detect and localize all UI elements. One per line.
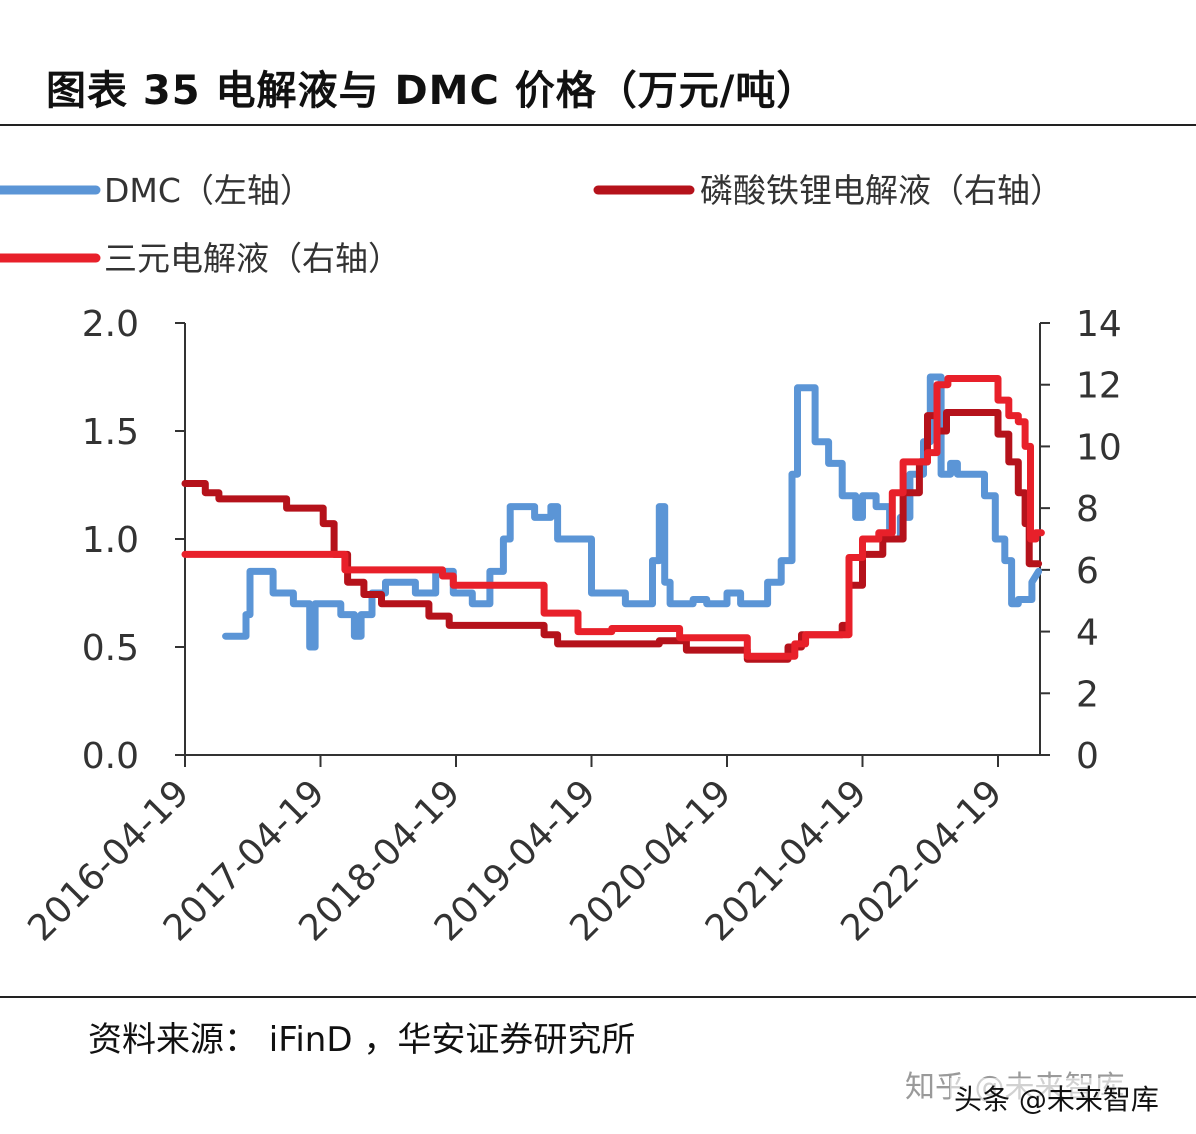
y-right-tick-label: 12 xyxy=(1076,366,1122,407)
chart-title: 图表 35 电解液与 DMC 价格（万元/吨） xyxy=(46,68,818,114)
y-left-tick-label: 1.5 xyxy=(82,412,139,453)
legend-label-2: 磷酸铁锂电解液（右轴） xyxy=(700,171,1063,210)
top-divider xyxy=(0,124,1196,126)
y-right-tick-label: 2 xyxy=(1076,674,1099,715)
legend-label-3: 三元电解液（右轴） xyxy=(104,239,401,278)
series-line-3 xyxy=(181,375,1045,660)
y-right-tick-label: 8 xyxy=(1076,489,1099,530)
legend: DMC（左轴） 磷酸铁锂电解液（右轴） 三元电解液（右轴） xyxy=(0,171,1063,278)
y-left-tick-label: 2.0 xyxy=(82,304,139,345)
series-line-1 xyxy=(222,373,1043,651)
source-note: 资料来源： iFinD ，华安证券研究所 xyxy=(88,1020,636,1060)
series-layer xyxy=(181,373,1045,663)
legend-label-1: DMC（左轴） xyxy=(104,171,313,210)
y-right-tick-label: 4 xyxy=(1076,613,1099,654)
chart-area: DMC（左轴） 磷酸铁锂电解液（右轴） 三元电解液（右轴） 0.0 0.5 1.0 1.5… xyxy=(0,171,1122,949)
y-right-tick-label: 6 xyxy=(1076,551,1099,592)
y-left-tick-label: 0.5 xyxy=(82,628,139,669)
y-right-tick-label: 14 xyxy=(1076,304,1122,345)
axes: 0.00.51.01.52.0024681012142016-04-192017… xyxy=(20,304,1121,949)
y-right-tick-label: 0 xyxy=(1076,736,1099,777)
y-left-tick-label: 1.0 xyxy=(82,520,139,561)
toutiao-watermark: 头条 @未来智库 xyxy=(950,1078,1163,1118)
y-left-tick-label: 0.0 xyxy=(82,736,139,777)
y-right-tick-label: 10 xyxy=(1076,427,1122,468)
bottom-divider xyxy=(0,996,1196,998)
